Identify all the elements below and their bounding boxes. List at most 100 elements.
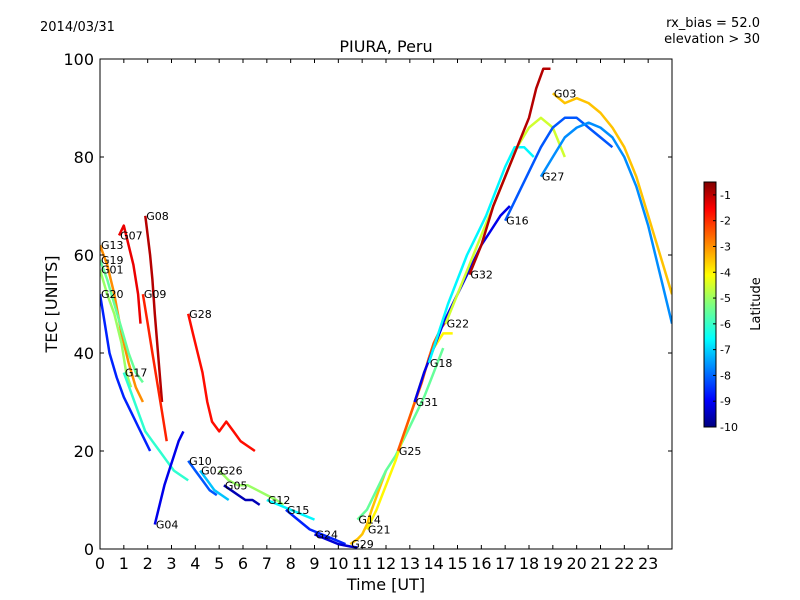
series-line-g28 xyxy=(186,313,256,453)
series-line-g27 xyxy=(539,121,672,324)
series-line-g09 xyxy=(141,293,168,442)
series-line-g24 xyxy=(314,533,358,549)
rx-bias-annotation: rx_bias = 52.0 xyxy=(666,16,760,31)
colorbar-tick-label: -1 xyxy=(720,189,731,202)
series-label-g24: G24 xyxy=(316,528,339,541)
series-label-g32: G32 xyxy=(470,269,493,282)
series-label-g16: G16 xyxy=(506,215,529,228)
series-label-g18: G18 xyxy=(430,357,453,370)
y-tick-label: 40 xyxy=(74,344,94,363)
series-line-g19 xyxy=(100,259,144,384)
elevation-annotation: elevation > 30 xyxy=(664,32,760,47)
series-line-g29 xyxy=(349,470,388,546)
series-label-g13: G13 xyxy=(101,239,124,252)
y-tick-label: 80 xyxy=(74,148,94,167)
x-tick-label: 15 xyxy=(447,554,467,573)
series-label-g22: G22 xyxy=(447,318,470,331)
chart-title: PIURA, Peru xyxy=(339,37,432,56)
x-tick-label: 8 xyxy=(286,554,296,573)
chart-date: 2014/03/31 xyxy=(40,20,115,35)
series-label-g08: G08 xyxy=(146,210,169,223)
series-label-g21: G21 xyxy=(368,523,391,536)
series-line-g08 xyxy=(144,215,164,403)
series-line-g07 xyxy=(117,224,142,324)
series-label-g31: G31 xyxy=(416,396,439,409)
series-line-g31 xyxy=(413,205,511,403)
series-line-g32 xyxy=(468,67,551,276)
series-line-g05 xyxy=(223,484,261,506)
series-line-g18 xyxy=(427,145,535,364)
series-layer xyxy=(100,67,672,549)
series-label-g02: G02 xyxy=(201,465,224,478)
x-tick-label: 20 xyxy=(566,554,586,573)
x-tick-label: 9 xyxy=(309,554,319,573)
series-label-g01: G01 xyxy=(101,264,124,277)
series-label-g04: G04 xyxy=(156,519,179,532)
series-label-g12: G12 xyxy=(268,494,291,507)
colorbar-tick-label: -10 xyxy=(720,421,738,434)
x-tick-label: 12 xyxy=(376,554,396,573)
x-axis-label: Time [UT] xyxy=(346,575,425,594)
series-label-g26: G26 xyxy=(220,465,243,478)
series-line-g26 xyxy=(218,469,285,506)
x-tick-label: 19 xyxy=(543,554,563,573)
y-tick-label: 20 xyxy=(74,442,94,461)
y-axis-label: TEC [UNITS] xyxy=(42,256,61,354)
x-tick-label: 4 xyxy=(190,554,200,573)
x-tick-label: 13 xyxy=(400,554,420,573)
y-axis: 0 20 40 60 80 100 xyxy=(63,50,672,559)
series-line-g17 xyxy=(122,372,189,482)
series-label-g14: G14 xyxy=(358,514,381,527)
colorbar-tick-label: -2 xyxy=(720,215,731,228)
x-tick-label: 1 xyxy=(119,554,129,573)
series-label-g03: G03 xyxy=(554,87,577,100)
series-line-g01 xyxy=(100,269,133,388)
colorbar-tick-label: -5 xyxy=(720,292,731,305)
x-tick-label: 11 xyxy=(352,554,372,573)
colorbar-tick-label: -7 xyxy=(720,344,731,357)
series-line-g03 xyxy=(552,92,672,295)
series-label-g15: G15 xyxy=(287,504,310,517)
colorbar-tick-label: -9 xyxy=(720,395,731,408)
series-label-g29: G29 xyxy=(351,538,374,551)
series-line-g02 xyxy=(199,469,230,502)
colorbar-tick-label: -4 xyxy=(720,266,731,279)
x-tick-label: 22 xyxy=(614,554,634,573)
y-tick-label: 60 xyxy=(74,246,94,265)
colorbar-tick-label: -8 xyxy=(720,369,731,382)
series-label-g19: G19 xyxy=(101,254,124,267)
series-label-g25: G25 xyxy=(399,445,422,458)
x-axis: 0 1 2 3 4 5 6 7 8 9 10 11 12 13 14 15 16 17 18 19 20 21 22 23 xyxy=(95,59,658,573)
colorbar-label: Latitude xyxy=(749,277,764,331)
x-tick-label: 6 xyxy=(238,554,248,573)
x-tick-label: 18 xyxy=(519,554,539,573)
series-label-g17: G17 xyxy=(125,367,148,380)
plot-area-frame xyxy=(99,58,673,550)
series-label-g09: G09 xyxy=(144,288,167,301)
x-tick-label: 7 xyxy=(262,554,272,573)
colorbar xyxy=(703,181,717,428)
x-tick-label: 10 xyxy=(328,554,348,573)
y-tick-label: 0 xyxy=(84,540,94,559)
x-tick-label: 14 xyxy=(423,554,443,573)
colorbar-tick-label: -3 xyxy=(720,240,731,253)
x-tick-label: 17 xyxy=(495,554,515,573)
series-line-g16 xyxy=(504,116,614,222)
series-line-g13 xyxy=(100,244,145,403)
series-label-g27: G27 xyxy=(542,171,565,184)
colorbar-ticks: -1 -2 -3 -4 -5 -6 -7 -8 -9 -10 xyxy=(713,189,738,434)
series-label-g07: G07 xyxy=(120,229,143,242)
x-tick-label: 16 xyxy=(471,554,491,573)
x-tick-label: 0 xyxy=(95,554,105,573)
series-label-g10: G10 xyxy=(189,455,212,468)
colorbar-tick-label: -6 xyxy=(720,318,731,331)
series-label-g05: G05 xyxy=(225,479,248,492)
x-tick-label: 5 xyxy=(214,554,224,573)
series-line-g14 xyxy=(356,347,445,521)
x-tick-label: 3 xyxy=(166,554,176,573)
series-line-g12 xyxy=(266,498,315,521)
series-label-g28: G28 xyxy=(189,308,212,321)
series-line-g20 xyxy=(100,293,152,452)
